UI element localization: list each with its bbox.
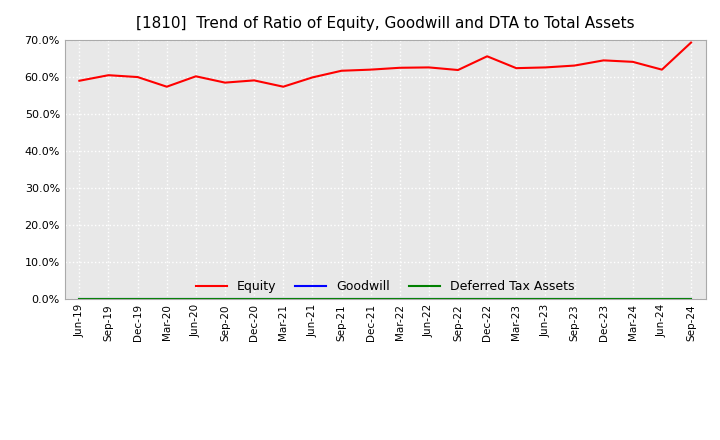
Deferred Tax Assets (75, 297, 84, 302)
Equity (279, 84, 287, 89)
Goodwill (366, 297, 375, 302)
Equity (657, 67, 666, 72)
Goodwill (308, 297, 317, 302)
Deferred Tax Assets (570, 297, 579, 302)
Goodwill (133, 297, 142, 302)
Equity (541, 65, 550, 70)
Equity (570, 63, 579, 68)
Goodwill (599, 297, 608, 302)
Deferred Tax Assets (483, 297, 492, 302)
Deferred Tax Assets (687, 297, 696, 302)
Deferred Tax Assets (337, 297, 346, 302)
Deferred Tax Assets (250, 297, 258, 302)
Goodwill (657, 297, 666, 302)
Equity (483, 54, 492, 59)
Deferred Tax Assets (395, 297, 404, 302)
Equity (192, 73, 200, 79)
Deferred Tax Assets (541, 297, 550, 302)
Equity (425, 65, 433, 70)
Deferred Tax Assets (425, 297, 433, 302)
Equity (454, 67, 462, 73)
Goodwill (541, 297, 550, 302)
Goodwill (454, 297, 462, 302)
Equity (308, 75, 317, 80)
Deferred Tax Assets (366, 297, 375, 302)
Equity (512, 66, 521, 71)
Equity (687, 40, 696, 45)
Goodwill (483, 297, 492, 302)
Deferred Tax Assets (133, 297, 142, 302)
Deferred Tax Assets (599, 297, 608, 302)
Equity (75, 78, 84, 84)
Goodwill (192, 297, 200, 302)
Deferred Tax Assets (629, 297, 637, 302)
Goodwill (425, 297, 433, 302)
Equity (250, 78, 258, 83)
Equity (395, 65, 404, 70)
Goodwill (250, 297, 258, 302)
Goodwill (395, 297, 404, 302)
Equity (220, 80, 229, 85)
Goodwill (687, 297, 696, 302)
Goodwill (163, 297, 171, 302)
Goodwill (104, 297, 113, 302)
Deferred Tax Assets (279, 297, 287, 302)
Goodwill (570, 297, 579, 302)
Goodwill (279, 297, 287, 302)
Goodwill (512, 297, 521, 302)
Deferred Tax Assets (163, 297, 171, 302)
Equity (629, 59, 637, 65)
Equity (163, 84, 171, 89)
Goodwill (75, 297, 84, 302)
Equity (133, 74, 142, 80)
Legend: Equity, Goodwill, Deferred Tax Assets: Equity, Goodwill, Deferred Tax Assets (191, 275, 580, 298)
Equity (104, 73, 113, 78)
Equity (599, 58, 608, 63)
Goodwill (220, 297, 229, 302)
Deferred Tax Assets (512, 297, 521, 302)
Equity (366, 67, 375, 72)
Goodwill (629, 297, 637, 302)
Deferred Tax Assets (192, 297, 200, 302)
Equity (337, 68, 346, 73)
Deferred Tax Assets (308, 297, 317, 302)
Title: [1810]  Trend of Ratio of Equity, Goodwill and DTA to Total Assets: [1810] Trend of Ratio of Equity, Goodwil… (136, 16, 634, 32)
Deferred Tax Assets (454, 297, 462, 302)
Goodwill (337, 297, 346, 302)
Deferred Tax Assets (104, 297, 113, 302)
Line: Equity: Equity (79, 43, 691, 87)
Deferred Tax Assets (220, 297, 229, 302)
Deferred Tax Assets (657, 297, 666, 302)
